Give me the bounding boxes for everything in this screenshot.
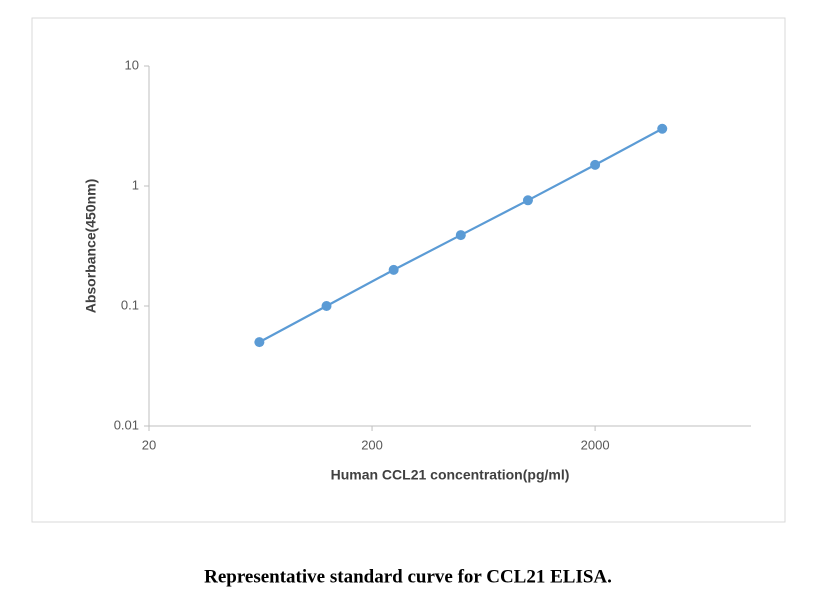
- x-tick-label: 20: [142, 437, 156, 452]
- data-point: [590, 159, 601, 170]
- y-tick-label: 1: [132, 177, 139, 192]
- chart-frame: [31, 17, 786, 523]
- data-point: [321, 301, 332, 311]
- data-point: [522, 195, 533, 206]
- x-tick-label: 200: [361, 437, 383, 452]
- caption: Representative standard curve for CCL21 …: [204, 566, 612, 587]
- data-point: [254, 337, 265, 348]
- x-axis-title: Human CCL21 concentration(pg/ml): [331, 467, 570, 483]
- data-point: [657, 123, 668, 134]
- data-point: [455, 230, 466, 241]
- data-point: [388, 264, 399, 275]
- y-tick-label: 0.1: [121, 297, 139, 312]
- y-tick-label: 0.01: [114, 417, 139, 432]
- y-axis-title: Absorbance(450nm): [83, 179, 99, 314]
- x-tick-label: 2000: [581, 437, 610, 452]
- y-tick-label: 10: [125, 57, 139, 72]
